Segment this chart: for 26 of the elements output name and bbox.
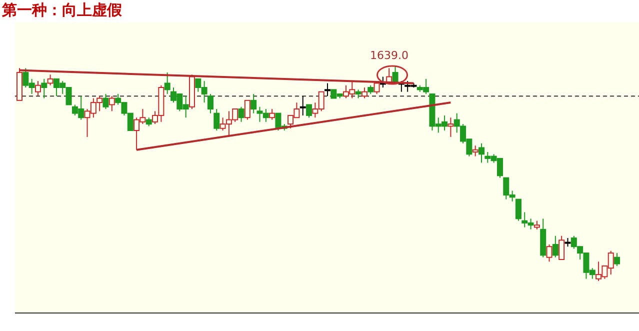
candlestick bbox=[238, 106, 244, 122]
candlestick bbox=[558, 235, 565, 260]
candlestick bbox=[546, 244, 552, 262]
chart-title: 第一种：向上虚假 bbox=[1, 1, 123, 19]
candlestick bbox=[214, 108, 220, 131]
candlestick bbox=[614, 252, 620, 266]
candlestick bbox=[102, 93, 109, 110]
candlestick bbox=[515, 198, 522, 222]
candlestick bbox=[244, 100, 250, 120]
candlestick bbox=[300, 96, 306, 116]
candlestick bbox=[269, 108, 276, 120]
candlestick bbox=[108, 96, 115, 112]
candlestick bbox=[41, 78, 48, 99]
candlestick bbox=[478, 142, 484, 164]
candlestick bbox=[472, 145, 478, 157]
candlestick bbox=[306, 104, 312, 118]
candlestick bbox=[552, 235, 558, 258]
candlestick bbox=[361, 87, 368, 99]
candlestick bbox=[34, 80, 41, 97]
candlestick bbox=[448, 117, 454, 138]
candlestick bbox=[250, 93, 257, 114]
text: 1639.0 bbox=[370, 49, 409, 62]
candlestick bbox=[164, 72, 170, 94]
candlestick bbox=[207, 93, 214, 114]
candlestick bbox=[324, 82, 330, 97]
candlestick bbox=[47, 74, 54, 86]
